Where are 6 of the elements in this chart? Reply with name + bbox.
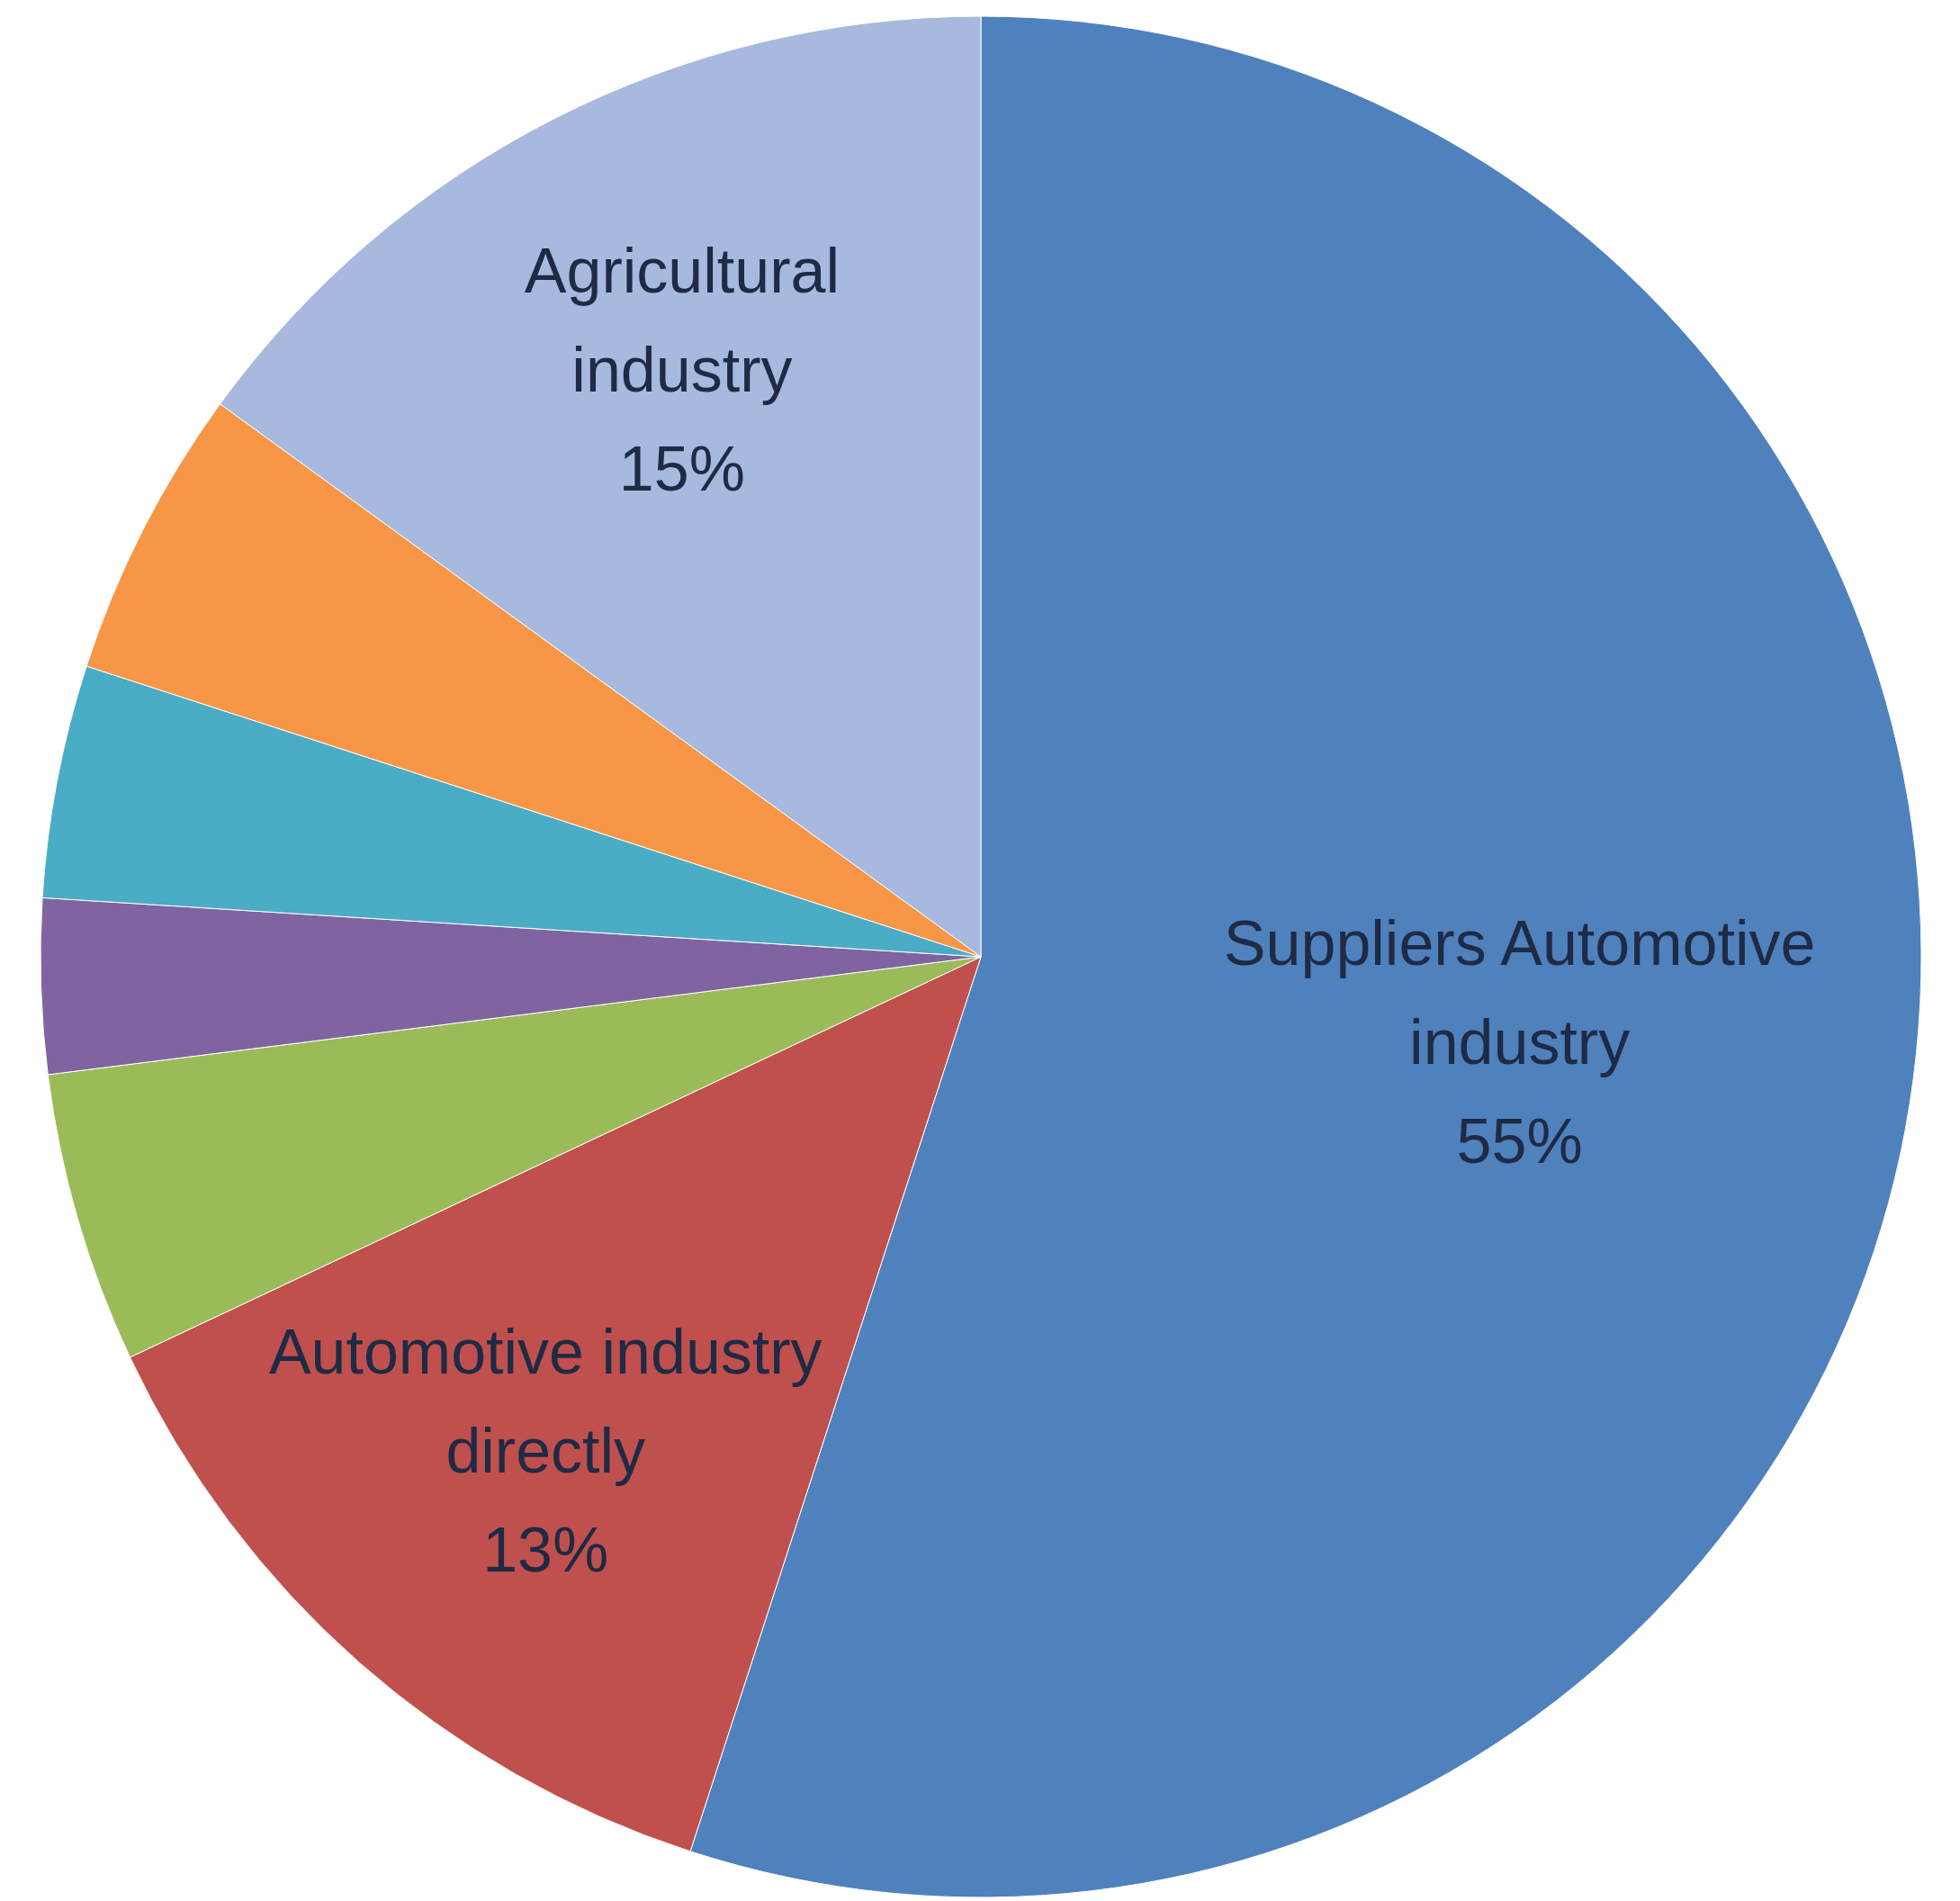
data-label: 15%	[618, 434, 745, 505]
slice-label: Suppliers Automotive industry	[1223, 907, 1816, 1077]
data-label: 55%	[1456, 1105, 1583, 1176]
slice-label: Agricultural industry	[524, 236, 840, 406]
slice-label: Automotive industry directly	[268, 1316, 823, 1486]
data-label: 13%	[482, 1514, 609, 1585]
